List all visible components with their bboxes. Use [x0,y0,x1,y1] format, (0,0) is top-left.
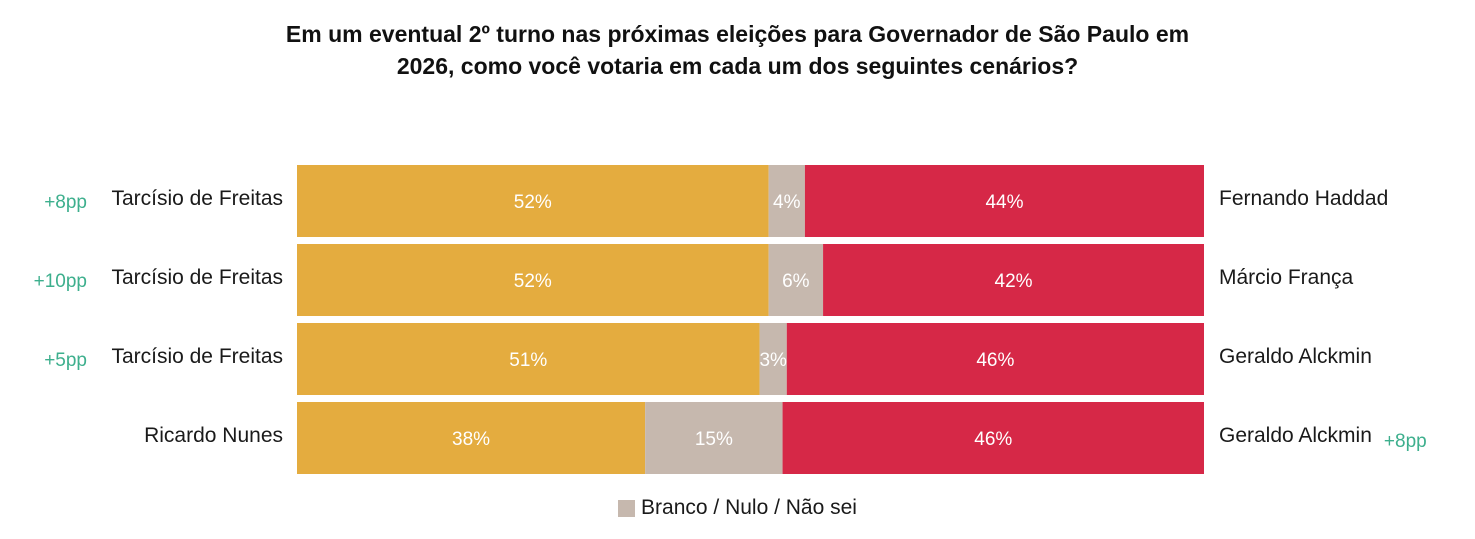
bar-segment-right [782,402,1204,474]
chart-title-line-2: 2026, como você votaria em cada um dos s… [396,53,1079,79]
left-candidate-label: Ricardo Nunes [144,424,283,447]
lead-difference-label: +8pp [44,192,87,213]
bar-value-label: 52% [514,271,552,292]
left-candidate-label: Tarcísio de Freitas [111,187,283,210]
bar-segment-left [297,244,769,316]
bar-value-label: 3% [759,350,787,371]
bar-segment-neutral [768,165,805,237]
bar-segment-left [297,165,769,237]
bar-segment-left [297,323,760,395]
bar-segment-neutral [759,323,787,395]
legend: Branco / Nulo / Não sei [0,496,1475,520]
lead-difference-label: +8pp [1384,431,1427,452]
right-candidate-label: Geraldo Alckmin [1219,345,1372,368]
bar-value-label: 6% [782,271,810,292]
bar-segment-right [804,165,1204,237]
legend-swatch-branco-nulo [618,499,636,517]
bar-segment-right [823,244,1204,316]
bar-value-label: 42% [995,271,1033,292]
bar-value-label: 46% [976,350,1014,371]
bar-segment-neutral [645,402,783,474]
right-candidate-label: Geraldo Alckmin [1219,424,1372,447]
bar-segment-left [297,402,646,474]
bar-value-label: 4% [773,192,801,213]
right-candidate-label: Fernando Haddad [1219,187,1388,210]
right-candidate-label: Márcio França [1219,266,1354,289]
chart-title-line-1: Em um eventual 2º turno nas próximas ele… [285,21,1190,47]
legend-label: Branco / Nulo / Não sei [641,496,857,519]
lead-difference-label: +10pp [34,271,87,292]
bar-segment-neutral [768,244,824,316]
bar-value-label: 46% [974,429,1012,450]
stacked-bar-chart: 52% 4% 44% Tarcísio de Freitas Fernando Hadd… [34,165,1427,474]
bar-value-label: 51% [509,350,547,371]
bar-value-label: 38% [452,429,490,450]
left-candidate-label: Tarcísio de Freitas [111,266,283,289]
bar-value-label: 52% [514,192,552,213]
bar-value-label: 15% [695,429,733,450]
bar-segment-right [786,323,1204,395]
chart-title: Em um eventual 2º turno nas próximas ele… [0,18,1475,82]
left-candidate-label: Tarcísio de Freitas [111,345,283,368]
bar-value-label: 44% [985,192,1023,213]
lead-difference-label: +5pp [44,350,87,371]
